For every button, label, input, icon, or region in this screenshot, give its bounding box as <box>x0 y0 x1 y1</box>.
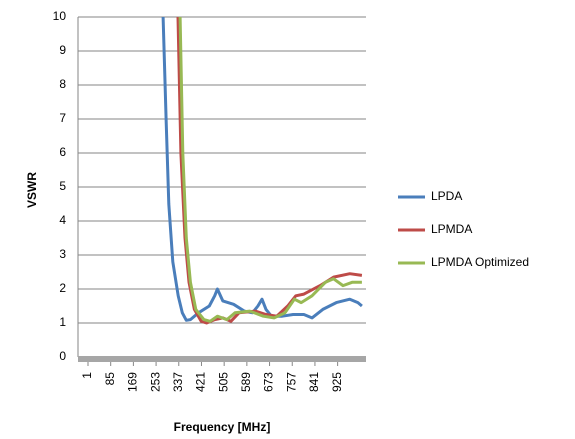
y-tick-label: 6 <box>59 145 66 159</box>
y-tick-label: 0 <box>59 349 66 363</box>
y-tick-label: 7 <box>59 111 66 125</box>
y-tick-label: 4 <box>59 213 66 227</box>
x-axis-floor <box>78 356 366 362</box>
y-tick-label: 8 <box>59 77 66 91</box>
y-axis-title: VSWR <box>25 172 39 208</box>
series-line <box>176 16 363 325</box>
x-tick-label: 589 <box>239 372 253 392</box>
y-tick-label: 3 <box>59 247 66 261</box>
x-tick-label: 1 <box>80 372 94 379</box>
x-tick-label: 169 <box>126 372 140 392</box>
series-line <box>161 16 363 322</box>
x-tick-label: 421 <box>194 372 208 392</box>
y-tick-label: 9 <box>59 43 66 57</box>
x-tick-label: 505 <box>216 372 230 392</box>
series-line <box>178 16 362 323</box>
x-axis-title: Frequency [MHz] <box>174 420 271 434</box>
y-tick-label: 2 <box>59 281 66 295</box>
x-tick-label: 85 <box>103 372 117 386</box>
legend-label: LPMDA Optimized <box>431 255 529 269</box>
x-tick-label: 841 <box>307 372 321 392</box>
x-tick-label: 337 <box>171 372 185 392</box>
y-tick-label: 5 <box>59 179 66 193</box>
x-tick-label: 925 <box>330 372 344 392</box>
y-tick-label: 1 <box>59 315 66 329</box>
x-tick-label: 757 <box>284 372 298 392</box>
legend-label: LPMDA <box>431 222 472 236</box>
y-tick-label: 10 <box>53 9 67 23</box>
x-tick-label: 673 <box>262 372 276 392</box>
legend-label: LPDA <box>431 189 462 203</box>
x-tick-label: 253 <box>148 372 162 392</box>
